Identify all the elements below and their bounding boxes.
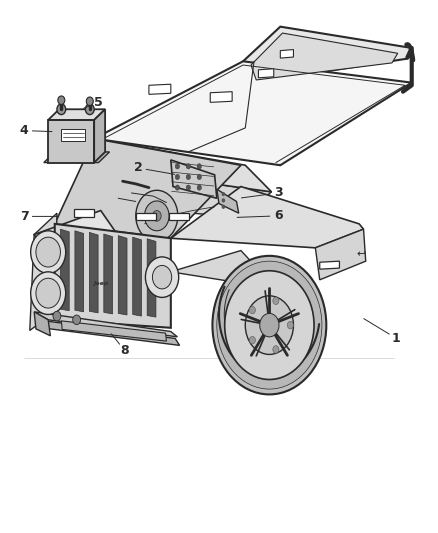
Text: 7: 7	[20, 210, 28, 223]
Circle shape	[31, 231, 66, 273]
Polygon shape	[171, 187, 364, 248]
Circle shape	[85, 104, 94, 115]
Circle shape	[249, 306, 255, 314]
Circle shape	[175, 185, 180, 190]
Circle shape	[212, 256, 326, 394]
Polygon shape	[34, 312, 50, 336]
Circle shape	[186, 185, 191, 190]
Polygon shape	[114, 189, 201, 217]
Circle shape	[287, 321, 293, 329]
Circle shape	[273, 346, 279, 353]
Polygon shape	[44, 152, 110, 163]
Circle shape	[145, 257, 179, 297]
Text: 5: 5	[94, 96, 103, 109]
Circle shape	[186, 164, 191, 169]
Text: Jeep: Jeep	[93, 281, 109, 286]
Circle shape	[73, 315, 81, 325]
Circle shape	[273, 297, 279, 304]
Polygon shape	[89, 232, 98, 313]
Polygon shape	[149, 84, 171, 94]
Circle shape	[175, 164, 180, 169]
Text: 8: 8	[120, 344, 129, 357]
Text: 6: 6	[274, 209, 283, 222]
Polygon shape	[37, 320, 180, 345]
Polygon shape	[75, 231, 84, 312]
Text: 4: 4	[20, 124, 28, 137]
Circle shape	[152, 265, 172, 289]
Text: 1: 1	[392, 332, 401, 345]
Circle shape	[197, 174, 201, 180]
Circle shape	[36, 278, 60, 308]
Circle shape	[217, 261, 322, 389]
Circle shape	[145, 201, 169, 231]
Circle shape	[249, 336, 255, 344]
Polygon shape	[320, 261, 339, 269]
Polygon shape	[48, 120, 94, 163]
Polygon shape	[94, 109, 105, 163]
Polygon shape	[61, 321, 166, 341]
Polygon shape	[280, 50, 293, 58]
Circle shape	[186, 174, 191, 180]
Circle shape	[152, 211, 161, 221]
Polygon shape	[94, 61, 412, 165]
Polygon shape	[104, 234, 113, 314]
Polygon shape	[74, 209, 94, 217]
Polygon shape	[94, 139, 272, 192]
Polygon shape	[55, 224, 171, 328]
Text: 3: 3	[274, 187, 283, 199]
Circle shape	[260, 313, 279, 337]
Polygon shape	[147, 239, 156, 317]
Polygon shape	[251, 33, 398, 80]
Polygon shape	[72, 171, 272, 217]
Polygon shape	[243, 27, 412, 83]
Polygon shape	[171, 251, 280, 293]
Polygon shape	[30, 213, 57, 330]
Polygon shape	[315, 229, 366, 280]
Circle shape	[136, 190, 178, 241]
Polygon shape	[217, 189, 239, 213]
Circle shape	[197, 164, 201, 169]
Circle shape	[36, 237, 60, 267]
Circle shape	[86, 97, 93, 106]
Circle shape	[222, 198, 225, 203]
Polygon shape	[55, 139, 241, 238]
Circle shape	[53, 311, 61, 321]
Polygon shape	[34, 211, 117, 266]
Polygon shape	[171, 160, 217, 198]
Circle shape	[58, 96, 65, 104]
Polygon shape	[61, 129, 85, 141]
Text: ↩: ↩	[357, 248, 366, 258]
Polygon shape	[48, 109, 105, 120]
Polygon shape	[133, 237, 141, 316]
Text: 2: 2	[134, 161, 142, 174]
Circle shape	[175, 174, 180, 180]
Circle shape	[31, 272, 66, 314]
Circle shape	[225, 271, 314, 379]
Circle shape	[57, 104, 66, 115]
Polygon shape	[60, 229, 69, 311]
Circle shape	[245, 296, 293, 354]
Polygon shape	[169, 213, 189, 220]
Circle shape	[197, 185, 201, 190]
Polygon shape	[34, 312, 177, 337]
Polygon shape	[210, 92, 232, 102]
Circle shape	[222, 205, 225, 209]
Circle shape	[222, 192, 225, 196]
Polygon shape	[258, 69, 274, 78]
Polygon shape	[136, 213, 156, 220]
Polygon shape	[118, 236, 127, 315]
